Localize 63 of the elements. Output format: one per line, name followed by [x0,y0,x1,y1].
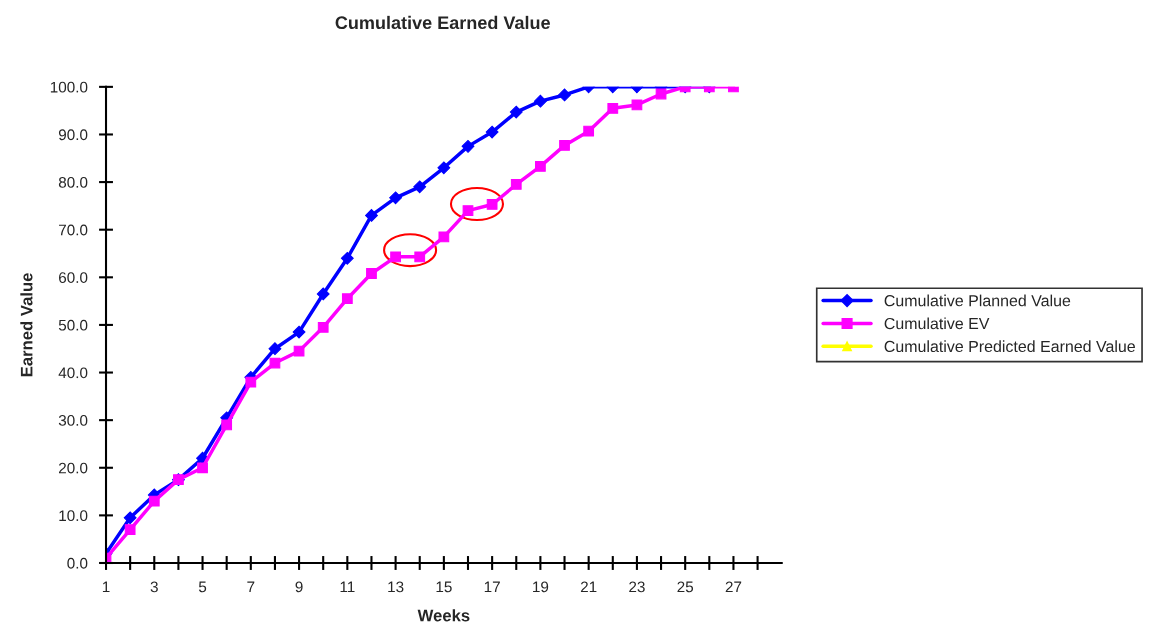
point [316,287,330,301]
point [437,161,451,175]
x-tick-label: 17 [484,581,500,593]
point [559,140,570,151]
y-tick-label: 90.0 [58,129,88,141]
point [438,231,450,243]
point [510,179,522,190]
point [486,199,498,210]
point [366,268,377,279]
y-tick-label: 0.0 [67,557,88,569]
y-tick-label: 70.0 [59,224,88,236]
point [485,125,499,139]
point [340,251,354,265]
point [533,94,547,108]
x-tick-label: 11 [340,581,355,593]
point [365,209,378,222]
point [317,321,329,333]
y-tick-label: 80.0 [58,176,88,188]
y-tick-label: 10.0 [59,510,88,522]
x-axis-title: Weeks [417,609,470,622]
legend-label: Cumulative Planned Value [884,294,1071,307]
point [123,511,137,525]
x-tick-label: 1 [102,581,110,593]
point [245,376,257,388]
x-tick-label: 13 [388,581,404,593]
x-tick-label: 3 [150,581,158,593]
x-tick-label: 27 [725,581,742,593]
point [124,524,136,536]
point [221,419,233,431]
x-tick-label: 15 [436,581,452,593]
point [607,102,619,114]
point [292,325,306,339]
x-tick-label: 23 [629,581,645,593]
y-tick-label: 50.0 [58,319,88,331]
y-axis-title: Earned Value [20,273,33,377]
x-tick-label: 7 [247,581,255,593]
x-tick-label: 19 [533,581,549,593]
x-tick-label: 9 [295,581,303,593]
chart-title: Cumulative Earned Value [335,15,550,30]
point [389,191,403,205]
x-tick-label: 21 [580,581,597,593]
legend-label: Cumulative EV [884,317,990,330]
point [148,495,160,507]
point [558,88,571,102]
point [461,139,475,153]
y-tick-label: 60.0 [59,272,88,283]
x-tick-label: 25 [677,581,694,593]
point [197,462,208,474]
point [535,160,546,172]
point [462,205,474,217]
point [583,125,595,137]
y-tick-label: 20.0 [59,462,88,474]
y-tick-label: 30.0 [58,415,88,426]
y-tick-label: 40.0 [58,367,88,379]
point [390,251,401,263]
y-tick-label: 100.0 [50,81,88,93]
point [509,105,523,119]
point [341,293,353,305]
point [413,180,427,194]
point [414,251,426,263]
point [268,342,282,356]
legend-label: Cumulative Predicted Earned Value [884,340,1135,353]
x-tick-label: 5 [198,581,207,593]
